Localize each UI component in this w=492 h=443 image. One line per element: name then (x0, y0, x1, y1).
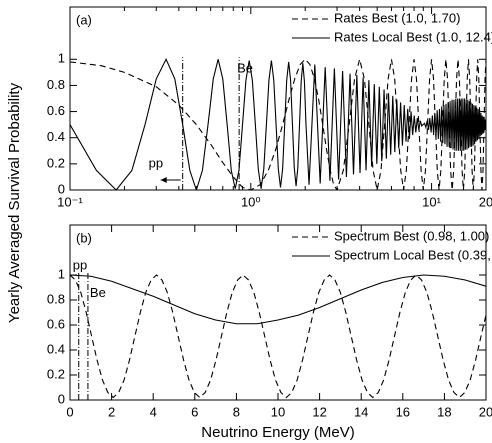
x-tick-label: 6 (191, 404, 198, 419)
x-tick-label: 10 (271, 404, 285, 419)
series-line (70, 58, 486, 190)
marker-label: pp (149, 155, 163, 170)
x-tick-label: 12 (312, 404, 326, 419)
legend-label: Spectrum Best (0.98, 1.00) (334, 228, 489, 243)
series-line (70, 274, 486, 399)
plot-frame (69, 6, 487, 191)
y-tick-label: 1 (58, 51, 65, 66)
y-tick-label: 0.6 (47, 316, 65, 331)
panel-label: (a) (76, 12, 92, 27)
legend-label: Rates Best (1.0, 1.70) (334, 10, 460, 25)
x-tick-label: 8 (233, 404, 240, 419)
x-tick-label: 20 (479, 404, 492, 419)
y-tick-label: 0.4 (47, 129, 65, 144)
x-tick-label: 16 (396, 404, 410, 419)
y-tick-label: 1 (58, 266, 65, 281)
y-tick-label: 0 (58, 181, 65, 196)
y-axis-label: Yearly Averaged Survival Probability (6, 82, 23, 323)
x-tick-label: 0 (66, 404, 73, 419)
marker-label: Be (90, 285, 106, 300)
y-tick-label: 0.4 (47, 341, 65, 356)
x-tick-label: 20 (479, 194, 492, 209)
legend-label: Spectrum Local Best (0.39, 0.24) (334, 247, 492, 262)
y-tick-label: 0.2 (47, 155, 65, 170)
marker-label: pp (73, 258, 87, 273)
y-tick-label: 0 (58, 391, 65, 406)
x-tick-label: 18 (437, 404, 451, 419)
marker-arrow-head (160, 177, 167, 183)
y-tick-label: 0.8 (47, 291, 65, 306)
series-line (70, 58, 486, 190)
y-tick-label: 0.8 (47, 77, 65, 92)
marker-label: Be (237, 61, 253, 76)
y-tick-label: 0.2 (47, 366, 65, 381)
x-tick-label: 10⁻¹ (57, 194, 83, 209)
legend-label: Rates Local Best (1.0, 12.4) (334, 29, 492, 44)
x-tick-label: 4 (150, 404, 157, 419)
series-line (70, 274, 486, 325)
panel-label: (b) (76, 230, 92, 245)
x-tick-label: 10⁰ (241, 194, 261, 209)
x-tick-label: 2 (108, 404, 115, 419)
y-tick-label: 0.6 (47, 103, 65, 118)
x-tick-label: 10¹ (422, 194, 441, 209)
x-axis-label: Neutrino Energy (MeV) (201, 424, 354, 441)
x-tick-label: 14 (354, 404, 368, 419)
